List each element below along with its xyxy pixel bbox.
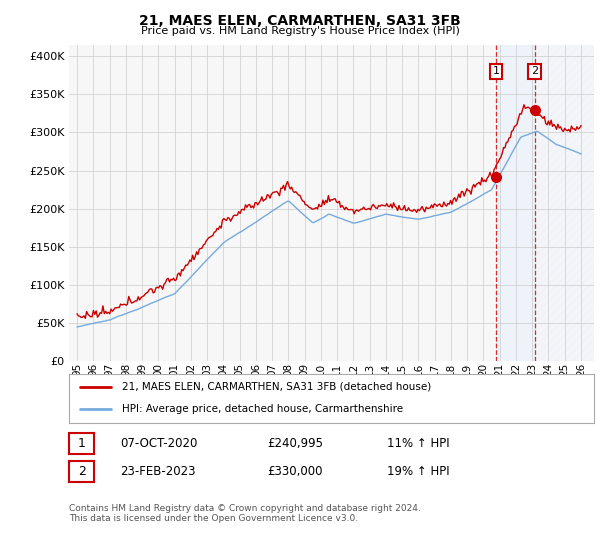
Text: £330,000: £330,000 — [267, 465, 323, 478]
Text: 21, MAES ELEN, CARMARTHEN, SA31 3FB (detached house): 21, MAES ELEN, CARMARTHEN, SA31 3FB (det… — [121, 382, 431, 392]
Text: Contains HM Land Registry data © Crown copyright and database right 2024.
This d: Contains HM Land Registry data © Crown c… — [69, 504, 421, 524]
Text: 2: 2 — [531, 67, 538, 77]
Text: Price paid vs. HM Land Registry's House Price Index (HPI): Price paid vs. HM Land Registry's House … — [140, 26, 460, 36]
Text: 11% ↑ HPI: 11% ↑ HPI — [387, 437, 449, 450]
Text: 1: 1 — [493, 67, 499, 77]
Text: 21, MAES ELEN, CARMARTHEN, SA31 3FB: 21, MAES ELEN, CARMARTHEN, SA31 3FB — [139, 14, 461, 28]
Bar — [535, 45, 594, 361]
Text: 07-OCT-2020: 07-OCT-2020 — [120, 437, 197, 450]
Bar — [496, 45, 535, 361]
Text: 19% ↑ HPI: 19% ↑ HPI — [387, 465, 449, 478]
Text: £240,995: £240,995 — [267, 437, 323, 450]
Text: 2: 2 — [77, 465, 86, 478]
Text: HPI: Average price, detached house, Carmarthenshire: HPI: Average price, detached house, Carm… — [121, 404, 403, 414]
Text: 1: 1 — [77, 437, 86, 450]
Text: 23-FEB-2023: 23-FEB-2023 — [120, 465, 196, 478]
